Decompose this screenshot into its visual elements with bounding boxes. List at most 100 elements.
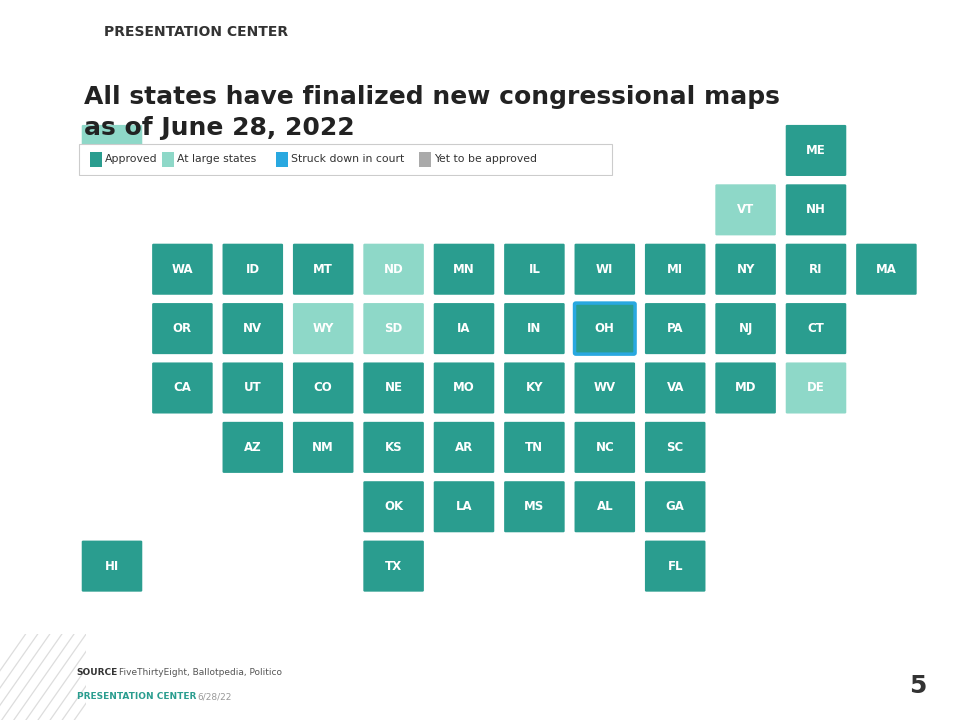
Text: MA: MA	[876, 263, 897, 276]
FancyBboxPatch shape	[785, 303, 847, 354]
FancyBboxPatch shape	[223, 422, 283, 473]
Text: SD: SD	[384, 322, 403, 335]
FancyBboxPatch shape	[152, 303, 213, 354]
FancyBboxPatch shape	[645, 243, 706, 294]
FancyBboxPatch shape	[223, 303, 283, 354]
Text: CT: CT	[807, 322, 825, 335]
Text: At large states: At large states	[178, 154, 256, 164]
FancyBboxPatch shape	[504, 422, 564, 473]
Text: OR: OR	[173, 322, 192, 335]
FancyBboxPatch shape	[82, 541, 142, 592]
Text: WV: WV	[593, 382, 616, 395]
Text: FiveThirtyEight, Ballotpedia, Politico: FiveThirtyEight, Ballotpedia, Politico	[119, 668, 282, 678]
FancyBboxPatch shape	[785, 362, 847, 413]
FancyBboxPatch shape	[434, 303, 494, 354]
FancyBboxPatch shape	[785, 243, 847, 294]
Text: MS: MS	[524, 500, 544, 513]
Text: MO: MO	[453, 382, 475, 395]
FancyBboxPatch shape	[504, 362, 564, 413]
FancyBboxPatch shape	[645, 303, 706, 354]
FancyBboxPatch shape	[363, 541, 424, 592]
Text: NY: NY	[736, 263, 755, 276]
Text: KS: KS	[385, 441, 402, 454]
Text: NC: NC	[595, 441, 614, 454]
Text: PRESENTATION CENTER: PRESENTATION CENTER	[104, 25, 288, 40]
Text: UT: UT	[244, 382, 262, 395]
Text: NH: NH	[806, 203, 826, 216]
FancyBboxPatch shape	[785, 125, 847, 176]
FancyBboxPatch shape	[785, 184, 847, 235]
Text: SC: SC	[666, 441, 684, 454]
FancyBboxPatch shape	[645, 422, 706, 473]
FancyBboxPatch shape	[574, 481, 636, 532]
Text: SOURCE: SOURCE	[77, 668, 118, 678]
Text: 6/28/22: 6/28/22	[198, 692, 232, 701]
Text: NJ: NJ	[738, 322, 753, 335]
Text: PA: PA	[667, 322, 684, 335]
FancyBboxPatch shape	[504, 481, 564, 532]
FancyBboxPatch shape	[645, 362, 706, 413]
Text: NJ: NJ	[22, 18, 60, 47]
FancyBboxPatch shape	[574, 243, 636, 294]
Text: MN: MN	[453, 263, 475, 276]
FancyBboxPatch shape	[504, 243, 564, 294]
FancyBboxPatch shape	[574, 422, 636, 473]
FancyBboxPatch shape	[363, 243, 424, 294]
Text: MI: MI	[667, 263, 684, 276]
Text: WI: WI	[596, 263, 613, 276]
Text: HI: HI	[105, 559, 119, 572]
Text: OK: OK	[384, 500, 403, 513]
Text: CA: CA	[174, 382, 191, 395]
FancyBboxPatch shape	[293, 422, 353, 473]
Text: AR: AR	[455, 441, 473, 454]
FancyBboxPatch shape	[645, 481, 706, 532]
FancyBboxPatch shape	[434, 481, 494, 532]
FancyBboxPatch shape	[504, 303, 564, 354]
FancyBboxPatch shape	[434, 362, 494, 413]
Text: PRESENTATION CENTER: PRESENTATION CENTER	[77, 692, 196, 701]
FancyBboxPatch shape	[434, 243, 494, 294]
FancyBboxPatch shape	[363, 362, 424, 413]
FancyBboxPatch shape	[645, 541, 706, 592]
Text: ID: ID	[246, 263, 260, 276]
FancyBboxPatch shape	[574, 303, 636, 354]
Text: IN: IN	[527, 322, 541, 335]
FancyBboxPatch shape	[293, 362, 353, 413]
FancyBboxPatch shape	[293, 303, 353, 354]
FancyBboxPatch shape	[434, 422, 494, 473]
Text: AZ: AZ	[244, 441, 262, 454]
FancyBboxPatch shape	[152, 243, 213, 294]
FancyBboxPatch shape	[80, 143, 612, 175]
FancyBboxPatch shape	[715, 303, 776, 354]
FancyBboxPatch shape	[223, 243, 283, 294]
Bar	[90, 151, 102, 167]
FancyBboxPatch shape	[574, 362, 636, 413]
Bar	[162, 151, 174, 167]
Bar	[276, 151, 288, 167]
FancyBboxPatch shape	[293, 243, 353, 294]
Text: TN: TN	[525, 441, 543, 454]
Text: FL: FL	[667, 559, 683, 572]
Text: Approved: Approved	[106, 154, 157, 164]
Text: Struck down in court: Struck down in court	[291, 154, 404, 164]
Text: LA: LA	[456, 500, 472, 513]
Text: WY: WY	[313, 322, 334, 335]
Text: MD: MD	[734, 382, 756, 395]
Text: 5: 5	[909, 675, 926, 698]
Text: DE: DE	[807, 382, 825, 395]
Text: KY: KY	[526, 382, 543, 395]
FancyBboxPatch shape	[152, 362, 213, 413]
Text: NV: NV	[243, 322, 262, 335]
Text: NM: NM	[312, 441, 334, 454]
Text: MT: MT	[313, 263, 333, 276]
Text: TX: TX	[385, 559, 402, 572]
FancyBboxPatch shape	[363, 422, 424, 473]
FancyBboxPatch shape	[715, 184, 776, 235]
Text: IL: IL	[528, 263, 540, 276]
Text: AK: AK	[103, 144, 121, 157]
Bar	[419, 151, 430, 167]
Text: VT: VT	[737, 203, 755, 216]
Text: GA: GA	[666, 500, 684, 513]
Text: ND: ND	[384, 263, 403, 276]
FancyBboxPatch shape	[82, 125, 142, 176]
